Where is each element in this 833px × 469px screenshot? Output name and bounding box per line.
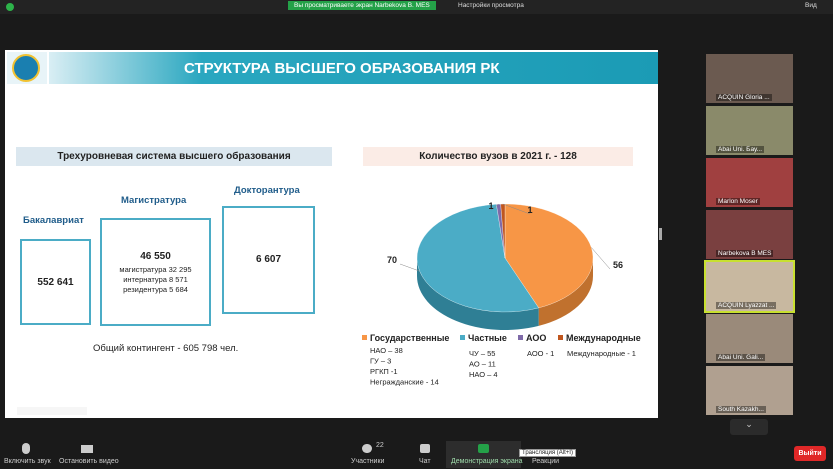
level-name: Докторантура (234, 185, 300, 196)
data-label: 1 (527, 205, 532, 215)
pie-side (538, 258, 593, 326)
toolbar: Включить звук Остановить видео Участники… (0, 438, 833, 469)
audio-button[interactable]: Включить звук (4, 458, 51, 465)
shield-icon (6, 3, 14, 11)
share-area: Демонстрация экрана (446, 441, 523, 468)
share-button[interactable]: Демонстрация экрана (451, 458, 523, 465)
chat-button[interactable]: Чат (419, 458, 431, 465)
video-tile[interactable]: ACQUIN Lyazzat ... (704, 260, 795, 313)
level-total: 46 550 (140, 251, 171, 262)
video-tile[interactable]: Narbekova B MES (706, 210, 793, 259)
legend-swatch (362, 335, 367, 340)
slide-controls (17, 407, 87, 415)
left-heading: Трехуровневая система высшего образовани… (16, 147, 332, 166)
video-tile[interactable]: Abai Uni. Бау... (706, 106, 793, 155)
participants-count: 22 (376, 442, 384, 449)
mic-icon (22, 443, 30, 454)
legend-label: Частные (468, 333, 507, 343)
leader-line (399, 263, 420, 272)
legend-item: Международные - 1 (567, 349, 636, 358)
logo (12, 54, 40, 82)
level-total: 6 607 (255, 254, 282, 265)
legend-item: НАО – 4 (469, 370, 498, 379)
legend-item: НАО – 38 (370, 346, 403, 355)
participant-name: Abai Uni. Gali... (716, 354, 766, 361)
chat-icon (420, 444, 430, 453)
level-box: 6 607 (222, 206, 315, 314)
legend-swatch (518, 335, 523, 340)
data-label: 56 (613, 260, 623, 270)
participant-name: South Kazakh... (716, 406, 766, 413)
participant-name: Marlon Moser (716, 198, 760, 205)
participant-name: Abai Uni. Бау... (716, 146, 765, 153)
data-label: 70 (387, 255, 397, 265)
legend-label: Государственные (370, 333, 449, 343)
legend-swatch (460, 335, 465, 340)
footer-total: Общий контингент - 605 798 чел. (93, 343, 239, 354)
video-tile[interactable]: Marlon Moser (706, 158, 793, 207)
legend-item: ЧУ – 55 (469, 349, 495, 358)
slide-title: СТРУКТУРА ВЫСШЕГО ОБРАЗОВАНИЯ РК (184, 60, 500, 77)
participant-name: ACQUIN Lyazzat ... (716, 302, 777, 309)
participants-button[interactable]: Участники (351, 458, 385, 465)
share-icon (478, 444, 489, 453)
view-button[interactable]: Вид (805, 2, 817, 9)
video-tile[interactable]: South Kazakh... (706, 366, 793, 415)
sharing-badge: Вы просматриваете экран Narbekova B. MES (288, 1, 436, 10)
level-total: 552 641 (37, 277, 74, 288)
scroll-down[interactable]: ⌄ (730, 419, 768, 435)
video-tile[interactable]: ACQUIN Gloria ... (706, 54, 793, 103)
view-options[interactable]: Настройки просмотра (458, 2, 524, 9)
legend-label: АОО (526, 333, 546, 343)
top-bar: Вы просматриваете экран Narbekova B. MES… (0, 0, 833, 14)
level-name: Магистратура (121, 195, 187, 206)
legend-swatch (558, 335, 563, 340)
camera-icon (81, 445, 93, 453)
legend-item: Негражданские - 14 (370, 378, 439, 387)
splitter[interactable] (659, 228, 662, 240)
pie-heading: Количество вузов в 2021 г. - 128 (363, 147, 633, 166)
participants-icon (362, 444, 372, 453)
pie-slice (504, 203, 594, 309)
logo-area (7, 52, 47, 84)
level-detail: интернатура 8 571 (123, 275, 188, 284)
legend-item: АОО - 1 (527, 349, 554, 358)
level-name: Бакалавриат (23, 215, 84, 226)
legend-item: РГКП -1 (370, 367, 398, 376)
level-detail: магистратура 32 295 (119, 265, 192, 274)
leave-button[interactable]: Выйти (794, 446, 826, 461)
data-label: 1 (488, 201, 493, 211)
legend-label: Международные (566, 333, 641, 343)
participant-name: Narbekova B MES (716, 250, 774, 257)
leader-line (502, 203, 531, 215)
legend-item: ГУ – 3 (370, 357, 391, 366)
pie-chart: 56 70 1 1 Государственные НАО – 38 ГУ – 3РГКП … (362, 201, 641, 387)
video-tile[interactable]: Abai Uni. Gali... (706, 314, 793, 363)
video-button[interactable]: Остановить видео (59, 458, 119, 465)
title-banner: СТРУКТУРА ВЫСШЕГО ОБРАЗОВАНИЯ РК (49, 52, 658, 84)
slide: СТРУКТУРА ВЫСШЕГО ОБРАЗОВАНИЯ РК Трехуро… (5, 50, 658, 418)
level-box: 46 550 магистратура 32 295 интернатура 8… (100, 218, 211, 326)
participant-name: ACQUIN Gloria ... (716, 94, 772, 101)
tooltip: Трансляция (Alt+I) (519, 449, 576, 457)
level-detail: резидентура 5 684 (123, 285, 188, 294)
level-box: 552 641 (20, 239, 91, 325)
pie-slice (416, 204, 539, 313)
reactions-button[interactable]: Реакции (532, 458, 560, 465)
legend-item: АО – 11 (469, 360, 496, 369)
leader-line (591, 247, 611, 270)
leader-line (490, 203, 499, 211)
pie-slice (500, 203, 506, 259)
